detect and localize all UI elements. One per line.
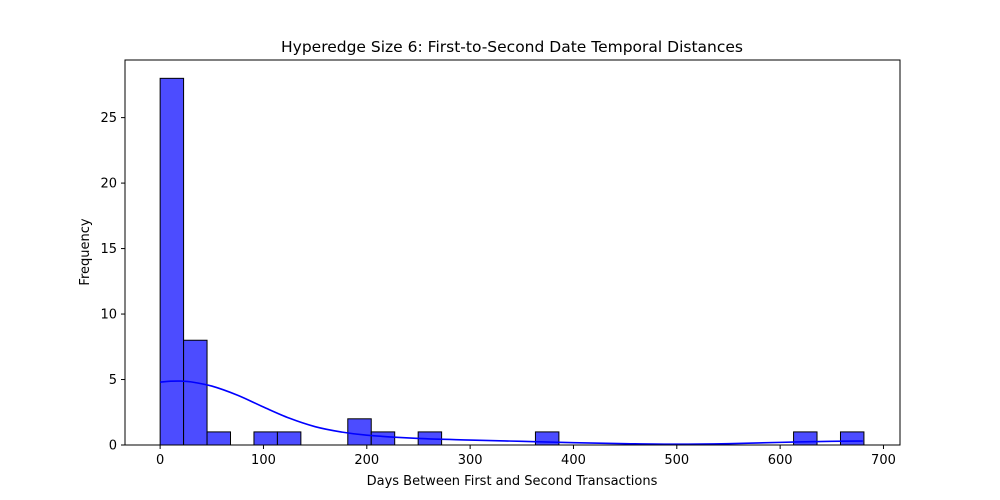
y-tick-label: 20 <box>100 177 117 192</box>
y-tick-label: 10 <box>100 308 117 323</box>
x-tick-label: 0 <box>156 453 164 468</box>
histogram-bar-9 <box>793 431 818 446</box>
histogram-bar-8 <box>534 431 560 446</box>
histogram-bar-6 <box>370 431 396 446</box>
histogram-bar-3 <box>253 431 278 446</box>
histogram-bar-1 <box>183 339 208 446</box>
x-tick-label: 400 <box>561 453 586 468</box>
x-tick-label: 600 <box>768 453 793 468</box>
x-tick-label: 200 <box>354 453 379 468</box>
y-tick-label: 0 <box>109 439 117 454</box>
histogram-bar-10 <box>839 431 865 446</box>
x-axis-label: Days Between First and Second Transactio… <box>367 474 658 489</box>
y-tick-label: 25 <box>100 111 117 126</box>
x-tick-label: 100 <box>251 453 276 468</box>
histogram-bar-0 <box>159 77 185 446</box>
y-tick-label: 5 <box>109 373 117 388</box>
chart-title: Hyperedge Size 6: First-to-Second Date T… <box>281 38 743 56</box>
axes-frame <box>124 59 901 446</box>
x-ticks-group: 0 100 200 300 400 500 600 700 <box>156 445 896 468</box>
histogram-bar-2 <box>206 431 232 446</box>
histogram-bar-5 <box>347 418 372 446</box>
x-tick-label: 500 <box>664 453 689 468</box>
kde-line <box>160 380 863 446</box>
y-ticks-group: 0 5 10 15 20 25 <box>100 111 125 454</box>
y-axis-label: Frequency <box>78 218 93 285</box>
histogram-bar-4 <box>276 431 302 446</box>
x-tick-label: 700 <box>871 453 896 468</box>
x-tick-label: 300 <box>458 453 483 468</box>
y-tick-label: 15 <box>100 242 117 257</box>
kde-group <box>160 380 863 446</box>
